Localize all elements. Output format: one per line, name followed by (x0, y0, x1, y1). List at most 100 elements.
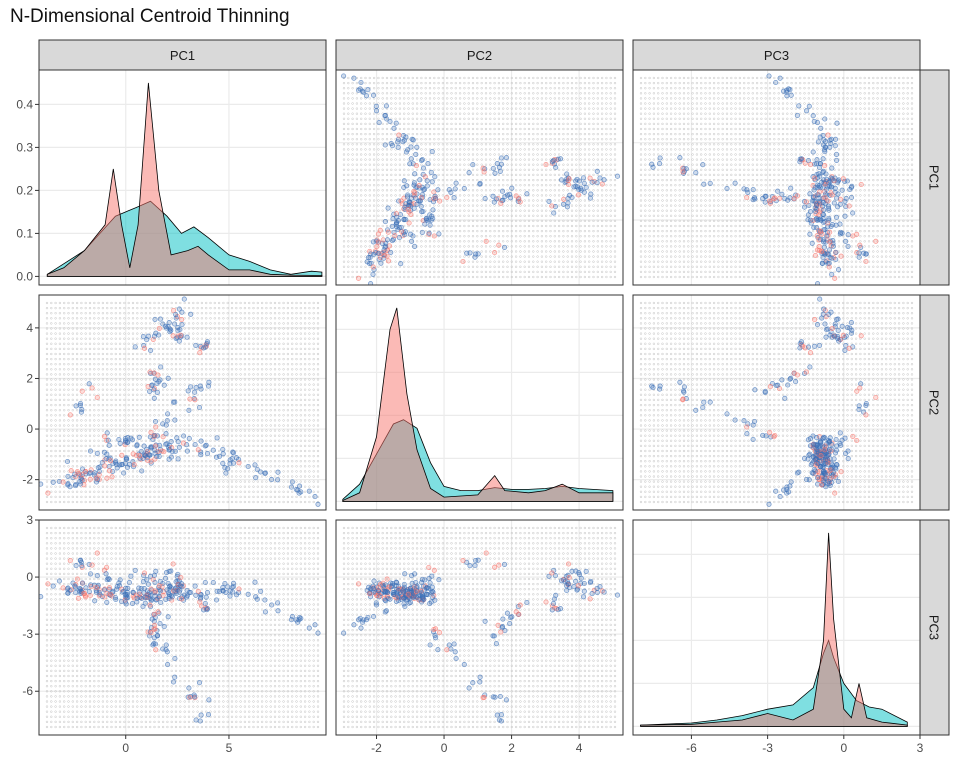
data-point (543, 162, 549, 168)
data-point (398, 198, 404, 204)
data-point (507, 620, 513, 627)
data-point (788, 479, 794, 485)
data-point (470, 162, 476, 168)
data-point (72, 483, 79, 489)
data-point (122, 599, 128, 605)
data-point (408, 156, 414, 162)
data-points (39, 550, 321, 724)
data-point (826, 251, 832, 258)
data-point (581, 180, 587, 186)
data-point (576, 571, 583, 577)
data-point (767, 198, 773, 204)
data-point (840, 332, 846, 338)
data-point (93, 475, 99, 481)
data-point (779, 191, 785, 197)
data-point (172, 655, 178, 662)
data-point (427, 601, 433, 607)
data-point (262, 609, 268, 615)
data-point (160, 592, 166, 598)
data-point (677, 379, 683, 385)
data-point (814, 120, 821, 126)
data-point (401, 184, 407, 191)
data-point (173, 315, 179, 321)
data-point (385, 258, 392, 264)
data-point (707, 399, 713, 405)
data-point (203, 594, 209, 600)
data-point (649, 383, 655, 389)
data-point (587, 195, 593, 201)
data-point (245, 463, 251, 470)
data-point (412, 571, 418, 577)
data-point (550, 600, 556, 607)
strip-PC3 (632, 39, 921, 71)
data-point (136, 434, 142, 440)
data-point (573, 578, 579, 584)
data-point (96, 468, 102, 474)
left-axis-ticks: 0.0 0.1 0.2 0.3 0.4 -2 0 2 4 -6 -3 0 3 (16, 97, 39, 698)
data-point (275, 600, 281, 606)
data-point (93, 479, 100, 485)
data-point (588, 191, 594, 197)
y-tick-label: 0 (26, 570, 33, 584)
data-point (380, 237, 386, 243)
data-point (418, 157, 425, 163)
data-point (580, 175, 587, 181)
data-point (73, 403, 79, 409)
data-point (422, 174, 428, 180)
data-point (822, 116, 828, 122)
data-point (812, 184, 818, 191)
data-point (220, 460, 226, 466)
data-point (370, 92, 377, 98)
data-point (196, 680, 203, 686)
data-point (583, 568, 589, 574)
data-point (801, 455, 808, 461)
data-point (188, 384, 194, 390)
data-point (850, 233, 856, 239)
data-point (493, 641, 499, 647)
data-point (73, 563, 79, 569)
data-point (104, 577, 110, 583)
data-point (576, 178, 583, 184)
data-point (384, 253, 390, 259)
data-point (816, 342, 823, 348)
data-point (214, 588, 220, 594)
data-point (147, 602, 153, 608)
data-point (165, 411, 171, 417)
data-point (873, 238, 879, 244)
data-point (804, 108, 810, 114)
data-point (657, 155, 663, 161)
data-point (806, 477, 812, 483)
data-point (152, 418, 159, 425)
data-point (693, 170, 699, 176)
data-point (824, 233, 830, 239)
data-point (807, 231, 813, 237)
data-point (152, 376, 158, 382)
data-point (94, 394, 100, 401)
data-point (408, 590, 414, 596)
data-point (827, 137, 833, 143)
data-point (399, 228, 405, 234)
data-point (163, 431, 169, 437)
data-point (385, 229, 391, 235)
data-point (186, 436, 192, 442)
data-point (821, 207, 827, 213)
data-point (409, 580, 415, 586)
data-point (137, 453, 143, 459)
panel-PC3-PC3 (632, 519, 921, 736)
data-point (139, 468, 145, 474)
data-point (404, 194, 410, 200)
data-point (496, 562, 502, 568)
data-point (380, 580, 386, 586)
data-point (193, 342, 199, 348)
data-point (827, 239, 833, 245)
data-point (797, 345, 803, 351)
data-point (157, 620, 163, 627)
data-point (842, 213, 848, 219)
data-point (166, 456, 172, 462)
data-point (179, 322, 185, 328)
panel-border (38, 69, 327, 286)
data-point (378, 260, 384, 266)
data-point (760, 432, 766, 438)
data-point (550, 157, 556, 164)
data-point (152, 626, 158, 632)
